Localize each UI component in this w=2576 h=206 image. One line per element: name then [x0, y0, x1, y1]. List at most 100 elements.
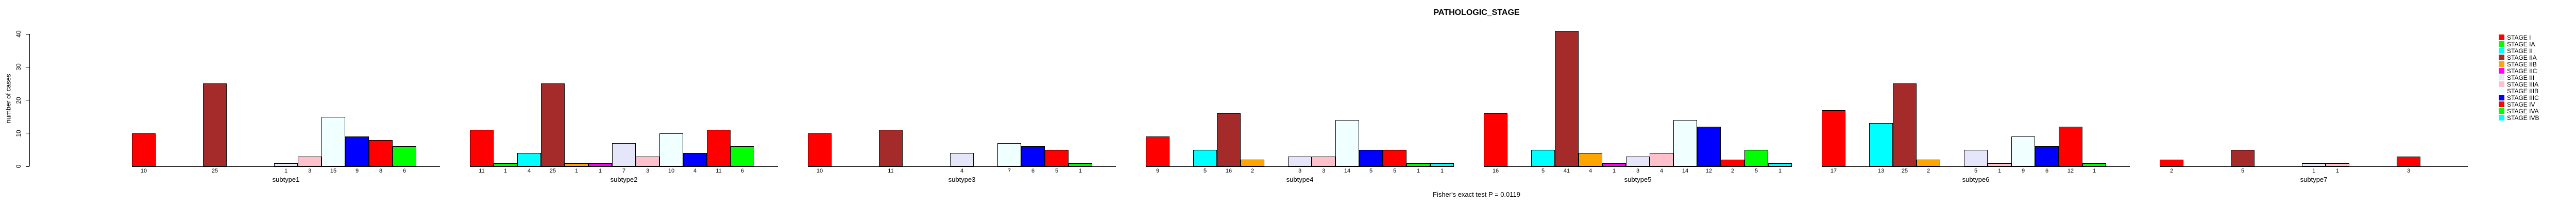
bar-subtype4-stage-ivb [1430, 163, 1454, 166]
bar-subtype2-stage-iic [588, 163, 612, 166]
bar-value-label: 6 [2045, 168, 2049, 174]
bar-value-label: 2 [1250, 168, 1255, 174]
fisher-test-annotation: Fisher's exact test P = 0.0119 [1432, 191, 1521, 198]
chart-title: PATHOLOGIC_STAGE [1433, 8, 1520, 17]
bar-value-label: 4 [1659, 168, 1664, 174]
bar-subtype6-stage-i [1822, 110, 1845, 166]
bar-subtype5-stage-iiib [1673, 120, 1697, 166]
bar-value-label: 11 [716, 168, 722, 174]
bar-value-label: 1 [284, 168, 288, 174]
bar-subtype2-stage-ia [494, 163, 517, 166]
legend-label: STAGE III [2507, 74, 2535, 81]
bar-value-label: 5 [1055, 168, 1059, 174]
legend-swatch [2499, 108, 2504, 114]
group-label-subtype5: subtype5 [1624, 176, 1652, 183]
bar-value-label: 2 [1731, 168, 1735, 174]
group-label-subtype3: subtype3 [948, 176, 976, 183]
legend-item-stage-iiib: STAGE IIIB [2499, 87, 2539, 95]
bar-value-label: 1 [1078, 168, 1082, 174]
legend-label: STAGE IIIC [2507, 94, 2539, 101]
bar-subtype3-stage-i [808, 133, 832, 166]
legend-label: STAGE IIIB [2507, 87, 2539, 95]
bar-subtype6-stage-iv [2059, 127, 2082, 166]
bar-subtype4-stage-iiia [1312, 157, 1335, 166]
bar-subtype2-stage-iv [707, 130, 731, 166]
x-axis-baseline [1146, 166, 1454, 167]
bar-value-label: 8 [379, 168, 383, 174]
bar-value-label: 4 [693, 168, 697, 174]
legend-label: STAGE IIIA [2507, 80, 2539, 88]
legend-label: STAGE IIA [2507, 54, 2537, 61]
bar-value-label: 3 [1298, 168, 1302, 174]
legend-swatch [2499, 75, 2504, 80]
legend-swatch [2499, 115, 2504, 121]
bar-subtype5-stage-iii [1626, 157, 1650, 166]
legend-item-stage-iii: STAGE III [2499, 74, 2534, 81]
group-label-subtype6: subtype6 [1962, 176, 1990, 183]
bar-value-label: 16 [1492, 168, 1499, 174]
legend-swatch [2499, 81, 2504, 87]
legend-swatch [2499, 35, 2504, 40]
legend-item-stage-iic: STAGE IIC [2499, 67, 2537, 75]
bar-value-label: 4 [527, 168, 531, 174]
bar-subtype5-stage-i [1484, 113, 1507, 166]
bar-value-label: 2 [1926, 168, 1930, 174]
legend-swatch [2499, 55, 2504, 60]
bar-subtype4-stage-iib [1241, 160, 1264, 166]
legend-item-stage-i: STAGE I [2499, 34, 2531, 41]
bar-value-label: 5 [1541, 168, 1545, 174]
bar-value-label: 7 [1007, 168, 1011, 174]
bar-value-label: 11 [888, 168, 894, 174]
bar-value-label: 9 [2021, 168, 2025, 174]
x-axis-baseline [1484, 166, 1792, 167]
bar-value-label: 6 [1031, 168, 1035, 174]
bar-value-label: 6 [402, 168, 406, 174]
bar-subtype2-stage-ii [517, 153, 541, 166]
bar-value-label: 1 [2312, 168, 2316, 174]
bar-subtype2-stage-iii [612, 143, 636, 166]
y-tick-label: 10 [15, 130, 22, 137]
bar-subtype6-stage-iva [2082, 163, 2106, 166]
bar-value-label: 5 [1974, 168, 1978, 174]
bar-value-label: 1 [1778, 168, 1782, 174]
bar-subtype2-stage-iib [565, 163, 588, 166]
x-axis-baseline [2160, 166, 2468, 167]
bar-value-label: 1 [1440, 168, 1444, 174]
bar-value-label: 14 [1344, 168, 1351, 174]
legend-item-stage-iiia: STAGE IIIA [2499, 81, 2538, 88]
bar-subtype7-stage-iia [2231, 150, 2255, 166]
bar-value-label: 41 [1563, 168, 1570, 174]
legend-swatch [2499, 101, 2504, 107]
legend-swatch [2499, 48, 2504, 54]
bar-subtype1-stage-iv [369, 140, 393, 166]
bar-subtype5-stage-iib [1579, 153, 1602, 166]
bar-subtype4-stage-iv [1383, 150, 1406, 166]
bar-value-label: 3 [1321, 168, 1326, 174]
x-axis-baseline [808, 166, 1116, 167]
bar-value-label: 3 [308, 168, 312, 174]
y-tick-label: 0 [15, 164, 22, 168]
bar-subtype3-stage-iv [1045, 150, 1069, 166]
legend-label: STAGE IA [2507, 40, 2535, 48]
bar-subtype2-stage-iva [731, 146, 754, 166]
bar-subtype3-stage-iiib [997, 143, 1021, 166]
legend-item-stage-iia: STAGE IIA [2499, 54, 2537, 61]
bar-value-label: 9 [1156, 168, 1160, 174]
legend-item-stage-iv: STAGE IV [2499, 101, 2535, 108]
legend-label: STAGE II [2507, 47, 2533, 55]
bar-subtype5-stage-ii [1531, 150, 1555, 166]
bar-subtype1-stage-iiib [321, 117, 345, 166]
bar-subtype3-stage-iva [1069, 163, 1092, 166]
bar-value-label: 13 [1877, 168, 1885, 174]
bar-value-label: 1 [1997, 168, 2002, 174]
bar-value-label: 12 [2067, 168, 2074, 174]
bar-value-label: 4 [960, 168, 964, 174]
bar-value-label: 4 [1588, 168, 1592, 174]
bar-value-label: 9 [355, 168, 359, 174]
bar-subtype3-stage-iii [950, 153, 974, 166]
bar-subtype4-stage-iva [1406, 163, 1430, 166]
bar-subtype1-stage-iiic [345, 136, 369, 166]
bar-value-label: 17 [1830, 168, 1837, 174]
bar-subtype3-stage-iiic [1021, 146, 1045, 166]
bar-value-label: 3 [1636, 168, 1640, 174]
